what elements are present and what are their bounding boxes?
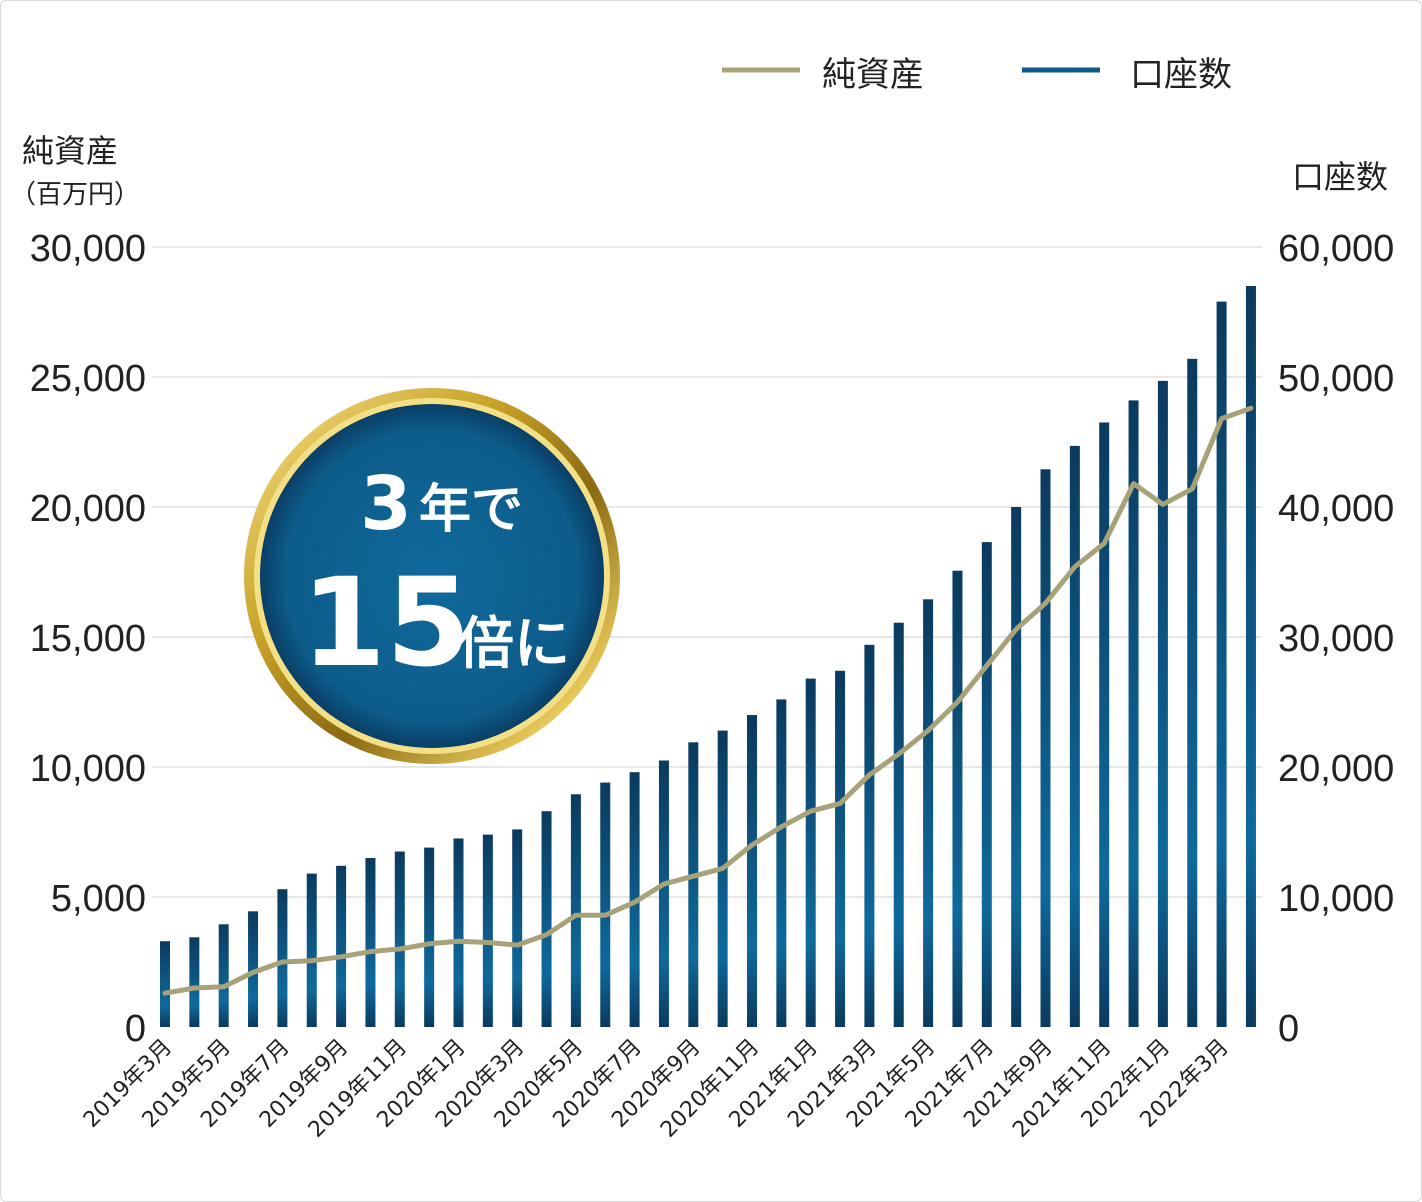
left-axis-title: 純資産 <box>22 132 118 170</box>
growth-badge: 3 年で 15 倍に <box>244 388 620 764</box>
accounts-bar <box>1040 469 1051 1027</box>
legend-net-assets-label: 純資産 <box>822 55 924 95</box>
right-tick-label: 20,000 <box>1278 748 1394 790</box>
left-tick-label: 20,000 <box>30 488 146 530</box>
x-axis-ticks: 2019年3月2019年5月2019年7月2019年9月2019年11月2020… <box>79 1035 1234 1143</box>
accounts-bar <box>424 847 435 1027</box>
accounts-bar <box>189 937 200 1027</box>
right-tick-label: 10,000 <box>1278 878 1394 920</box>
left-tick-label: 25,000 <box>30 358 146 400</box>
accounts-bar <box>923 599 934 1027</box>
accounts-bar <box>688 742 699 1027</box>
left-tick-label: 0 <box>125 1008 146 1050</box>
accounts-bar <box>893 622 904 1027</box>
accounts-bar <box>952 570 963 1027</box>
accounts-bar <box>776 699 787 1027</box>
badge-disc <box>260 404 604 748</box>
accounts-bar <box>277 889 288 1027</box>
accounts-bar <box>981 542 992 1027</box>
accounts-bar <box>1011 507 1022 1027</box>
accounts-bar <box>864 644 875 1027</box>
accounts-bar <box>600 782 611 1027</box>
right-tick-label: 60,000 <box>1278 228 1394 270</box>
left-tick-label: 15,000 <box>30 618 146 660</box>
legend: 純資産 口座数 <box>722 55 1232 95</box>
accounts-bar <box>394 851 405 1027</box>
left-axis-unit: （百万円） <box>10 180 140 210</box>
accounts-bar <box>1187 358 1198 1027</box>
accounts-bar <box>218 924 229 1027</box>
accounts-bar <box>541 811 552 1027</box>
accounts-bar <box>1245 286 1256 1027</box>
accounts-bar <box>1216 301 1227 1028</box>
accounts-bar <box>248 911 259 1027</box>
right-axis-title: 口座数 <box>1292 158 1388 196</box>
accounts-bars <box>160 286 1256 1028</box>
left-tick-label: 10,000 <box>30 748 146 790</box>
right-tick-label: 0 <box>1278 1008 1299 1050</box>
accounts-bar <box>1099 422 1110 1027</box>
right-tick-label: 40,000 <box>1278 488 1394 530</box>
accounts-bar <box>835 670 846 1027</box>
accounts-bar <box>570 794 581 1027</box>
badge-line1-text: 年で <box>419 480 523 540</box>
accounts-bar <box>658 760 669 1027</box>
accounts-bar <box>805 678 816 1027</box>
accounts-bar <box>1069 445 1080 1027</box>
left-tick-label: 5,000 <box>51 878 146 920</box>
accounts-bar <box>512 829 523 1027</box>
net-assets-line-layer <box>162 405 1254 996</box>
accounts-bar <box>1157 380 1168 1027</box>
badge-line2-text: 倍に <box>458 612 570 677</box>
legend-accounts-label: 口座数 <box>1130 55 1232 95</box>
left-tick-label: 30,000 <box>30 228 146 270</box>
right-tick-label: 30,000 <box>1278 618 1394 660</box>
right-tick-label: 50,000 <box>1278 358 1394 400</box>
accounts-bar <box>306 873 317 1027</box>
net-assets-line <box>162 405 1254 996</box>
accounts-bar <box>747 715 757 1027</box>
left-axis-ticks: 0 5,000 10,000 15,000 20,000 25,000 30,000 <box>30 228 146 1050</box>
accounts-bar <box>160 941 170 1027</box>
badge-line2-number: 15 <box>301 552 471 694</box>
accounts-bar <box>717 730 728 1027</box>
badge-line1-number: 3 <box>360 461 412 547</box>
accounts-bar <box>453 838 464 1027</box>
accounts-bar <box>336 865 347 1027</box>
accounts-bar <box>1128 400 1139 1027</box>
accounts-bar <box>482 834 493 1027</box>
right-axis-ticks: 0 10,000 20,000 30,000 40,000 50,000 60,000 <box>1278 228 1394 1050</box>
accounts-bar <box>365 858 376 1027</box>
